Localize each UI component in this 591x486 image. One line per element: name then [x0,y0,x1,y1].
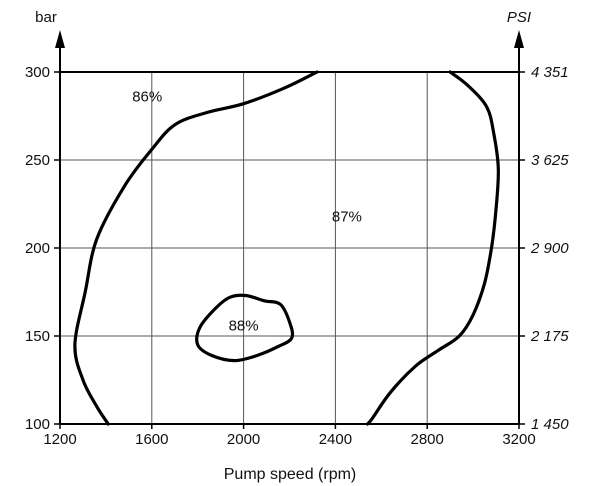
y-unit-right: PSI [507,9,531,26]
x-tick-label: 1600 [135,431,168,448]
grid [60,71,519,424]
y-tick-label-right: 1 450 [531,416,569,433]
contour-86-percent [73,70,319,426]
annotation-86-percent: 86% [132,89,162,106]
x-tick-label: 2800 [411,431,444,448]
annotation-88-percent: 88% [229,317,259,334]
x-tick-label: 1200 [43,431,76,448]
y-tick-label-left: 250 [25,152,50,169]
y-tick-label-left: 200 [25,240,50,257]
annotations: 86% 87% 88% [132,89,362,335]
y-tick-label-left: 100 [25,416,50,433]
contour-lines [73,70,500,426]
contour-88-percent [195,293,295,363]
x-axis-label: Pump speed (rpm) [224,466,357,483]
tick-labels: 1200 1600 2000 2400 2800 3200 100 150 200 250 300 1… [25,64,569,448]
y-tick-label-left: 150 [25,328,50,345]
y-tick-label-right: 2 175 [530,328,569,345]
x-tick-label: 3200 [502,431,535,448]
y-tick-label-right: 4 351 [531,64,569,81]
y-unit-left: bar [35,9,57,26]
x-tick-label: 2000 [227,431,260,448]
left-axis-arrow [55,30,65,48]
contour-87-percent [365,70,500,426]
y-tick-label-right: 3 625 [531,152,569,169]
right-axis-arrow [514,30,524,48]
y-tick-label-right: 2 900 [530,240,569,257]
y-tick-label-left: 300 [25,64,50,81]
axes [55,30,524,425]
annotation-87-percent: 87% [332,208,362,225]
x-tick-label: 2400 [319,431,352,448]
